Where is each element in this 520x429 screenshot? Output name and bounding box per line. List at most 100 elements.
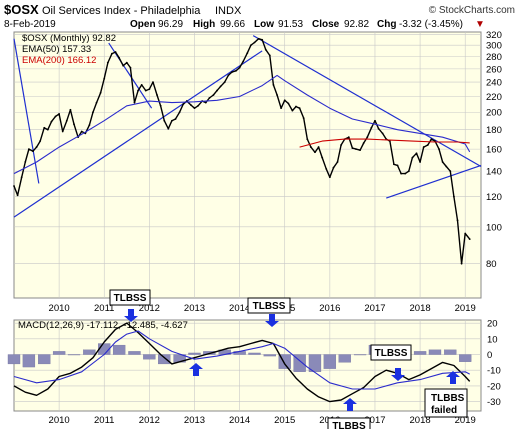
- price-point: [377, 127, 380, 130]
- macd-x-tick-label: 2013: [184, 415, 205, 426]
- price-point: [129, 66, 132, 69]
- ticker-symbol: $OSX: [4, 2, 39, 17]
- annotation-box: [109, 289, 151, 306]
- price-point: [156, 94, 158, 96]
- price-point: [261, 38, 264, 41]
- price-point: [80, 130, 83, 133]
- arrow-up-icon: [189, 363, 203, 376]
- price-point: [103, 77, 106, 80]
- histogram-bar: [38, 354, 51, 365]
- price-point: [276, 94, 278, 96]
- price-y-tick-label: 180: [486, 125, 502, 136]
- price-y-tick-label: 280: [486, 52, 502, 63]
- price-point: [16, 194, 19, 197]
- high-label: High: [193, 19, 215, 30]
- arrow-down-icon: [391, 368, 405, 381]
- annotation-box: [327, 417, 371, 429]
- chg-value: -3.32 (-3.45%): [399, 19, 463, 30]
- ema50-line: [13, 74, 471, 175]
- annotation-box: [247, 297, 291, 314]
- price-point: [58, 113, 61, 115]
- macd-x-tick-label: 2011: [94, 415, 114, 426]
- histogram-bar: [444, 349, 457, 355]
- price-point: [65, 119, 68, 122]
- price-point: [69, 108, 72, 111]
- ema200-line: [299, 138, 470, 148]
- price-point: [223, 81, 226, 84]
- histogram-bar: [248, 352, 261, 355]
- price-point: [355, 148, 357, 151]
- price-point: [163, 119, 166, 122]
- price-point: [366, 136, 369, 139]
- price-point: [197, 104, 199, 107]
- price-point: [193, 107, 196, 110]
- price-point: [381, 132, 384, 135]
- price-point: [362, 142, 365, 144]
- price-point: [204, 101, 207, 104]
- price-y-tick-label: 220: [486, 92, 502, 103]
- annotation-label: TLBSS: [253, 301, 286, 312]
- macd-x-tick-label: 2018: [410, 415, 431, 426]
- price-point: [189, 104, 192, 106]
- price-point: [46, 128, 49, 131]
- macd-x-tick-label: 2019: [455, 415, 476, 426]
- price-line: [13, 38, 471, 265]
- annotation-box: [370, 344, 412, 361]
- annotation-tlbss-1: TLBSS: [109, 289, 151, 306]
- price-point: [73, 123, 75, 126]
- close-label: Close: [312, 19, 340, 30]
- price-point: [464, 232, 467, 235]
- histogram-bar: [158, 354, 171, 365]
- price-point: [50, 120, 53, 123]
- price-point: [419, 161, 421, 163]
- annotation-label: failed: [431, 405, 457, 416]
- price-point: [298, 107, 301, 110]
- price-point: [92, 111, 94, 114]
- price-point: [144, 89, 147, 92]
- price-x-tick-label: 2011: [94, 303, 114, 314]
- histogram-bar: [323, 354, 337, 369]
- price-point: [306, 138, 309, 141]
- price-point: [393, 163, 395, 166]
- price-point: [182, 103, 185, 106]
- macd-x-tick-label: 2015: [274, 415, 295, 426]
- price-legend: $OSX (Monthly) 92.82 EMA(50) 157.33 EMA(…: [22, 33, 116, 66]
- macd-y-tick-label: -30: [487, 397, 501, 408]
- legend-ema200: EMA(200) 166.12: [22, 55, 96, 66]
- price-point: [359, 149, 361, 152]
- high-value: 99.66: [220, 19, 245, 30]
- low-label: Low: [254, 19, 274, 30]
- price-point: [227, 74, 230, 77]
- price-point: [460, 262, 463, 265]
- price-y-tick-label: 100: [486, 222, 502, 233]
- histogram-bar: [7, 354, 21, 365]
- price-point: [125, 61, 128, 64]
- histogram-bar: [52, 351, 66, 355]
- price-point: [231, 71, 233, 73]
- annotation-label: TLBSS: [375, 348, 408, 359]
- price-point: [111, 52, 113, 55]
- trendline: [13, 38, 40, 184]
- arrow-down-icon: [265, 314, 279, 327]
- price-point: [257, 37, 260, 40]
- signal-line: [13, 330, 470, 390]
- price-point: [178, 111, 181, 114]
- price-point: [295, 105, 297, 108]
- histogram-bar: [263, 354, 277, 357]
- price-point: [13, 185, 15, 187]
- histogram-bar: [428, 349, 442, 355]
- price-point: [106, 61, 109, 64]
- annotation-tlbbs-failed: TLBBS failed: [424, 388, 468, 418]
- price-point: [340, 144, 343, 146]
- price-x-tick-label: 2012: [139, 303, 160, 314]
- price-point: [253, 41, 256, 44]
- price-point: [88, 124, 91, 127]
- price-point: [336, 161, 339, 163]
- price-point: [449, 170, 452, 173]
- annotation-box: [424, 388, 468, 418]
- price-point: [140, 83, 143, 86]
- price-point: [291, 109, 294, 112]
- macd-plot-area: [13, 319, 482, 412]
